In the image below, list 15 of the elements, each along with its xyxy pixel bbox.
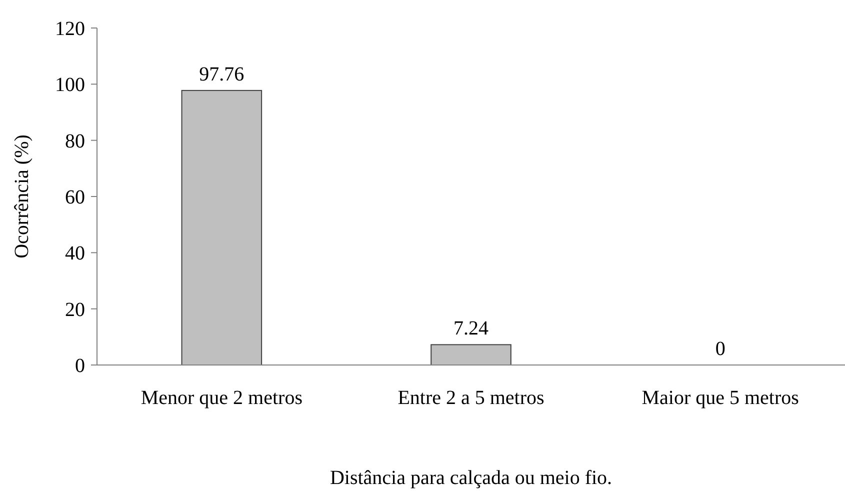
y-tick-label: 80: [65, 130, 85, 152]
data-label: 7.24: [454, 318, 488, 340]
data-label: 0: [715, 338, 726, 360]
x-tick-label: Maior que 5 metros: [642, 387, 800, 409]
data-label: 97.76: [199, 63, 244, 86]
y-axis-title: Ocorrência (%): [11, 134, 33, 258]
y-tick-label: 60: [65, 186, 85, 208]
y-tick-label: 20: [65, 298, 85, 321]
x-tick-label: Menor que 2 metros: [140, 387, 303, 409]
y-tick-label: 0: [75, 355, 85, 377]
y-tick-label: 100: [55, 74, 85, 96]
y-tick-label: 40: [65, 242, 85, 265]
y-tick-label: 120: [55, 18, 85, 40]
x-tick-label: Entre 2 a 5 metros: [398, 387, 545, 409]
x-axis-title: Distância para calçada ou meio fio.: [330, 467, 612, 489]
